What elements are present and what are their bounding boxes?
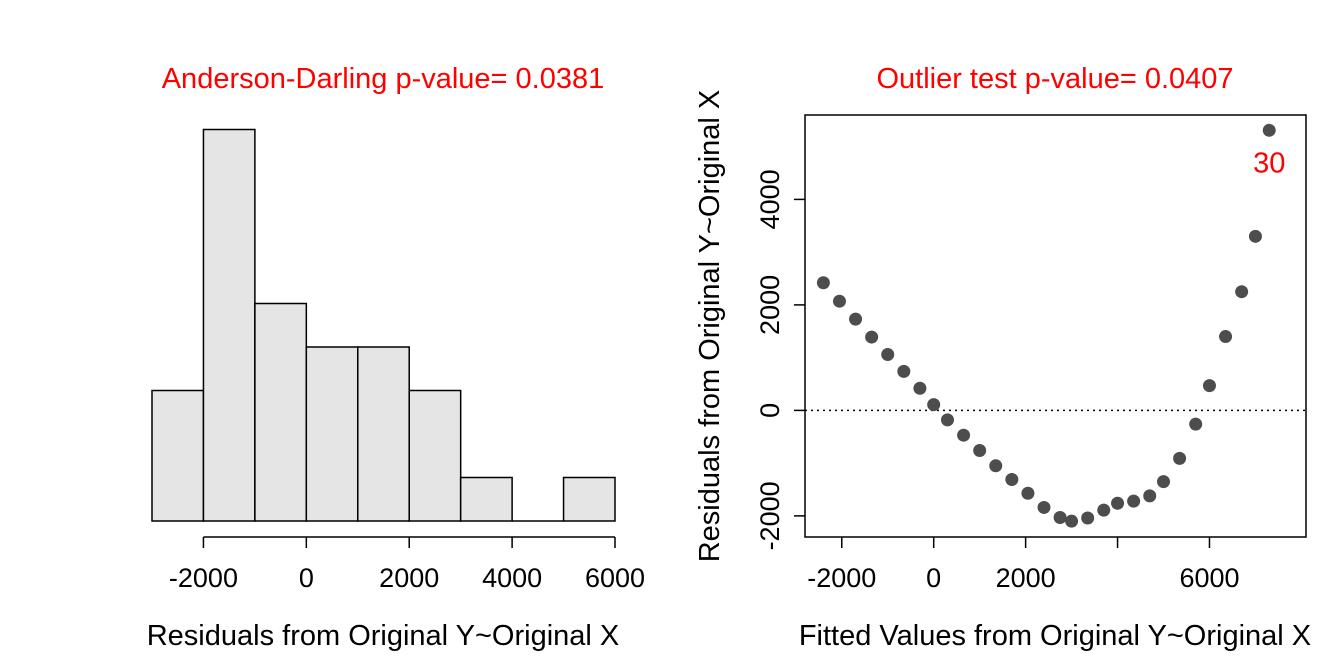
scatter-points: 30 <box>816 123 1285 528</box>
histogram-bar <box>357 346 410 522</box>
scatter-y-tick-label: -2000 <box>755 481 785 550</box>
scatter-x-tick-label: 0 <box>926 563 941 593</box>
histogram-x-tick-label: 2000 <box>379 563 439 593</box>
scatter-point <box>816 276 830 290</box>
scatter-y-tick-label: 4000 <box>755 169 785 229</box>
scatter-point <box>1248 229 1262 243</box>
scatter-x-tick-label: -2000 <box>807 563 876 593</box>
scatter-point <box>957 428 971 442</box>
scatter-point <box>1202 379 1216 393</box>
scatter-y-tick-label: 2000 <box>755 275 785 335</box>
histogram-bar <box>202 128 256 522</box>
scatter-point <box>849 312 863 326</box>
scatter-point <box>1081 511 1095 525</box>
histogram-bar <box>408 389 462 522</box>
histogram-bar <box>459 476 513 522</box>
histogram-bar <box>254 302 308 522</box>
scatter-point <box>1021 486 1035 500</box>
histogram-x-axis: -2000 0 2000 4000 6000 <box>169 536 645 593</box>
histogram-x-axis-label: Residuals from Original Y~Original X <box>147 620 620 652</box>
scatter-point <box>1127 494 1141 508</box>
scatter-point <box>881 347 895 361</box>
scatter-point <box>1157 475 1171 489</box>
histogram-bar <box>305 346 359 522</box>
scatter-point <box>913 381 927 395</box>
scatter-point <box>865 330 879 344</box>
scatter-y-axis: -2000 0 2000 4000 <box>755 169 805 550</box>
histogram-x-tick-label: 4000 <box>482 563 542 593</box>
scatter-point <box>1065 514 1079 528</box>
histogram-bars <box>151 128 616 522</box>
scatter-y-axis-label: Residuals from Original Y~Original X <box>694 90 726 563</box>
outlier-point-label: 30 <box>1253 147 1285 179</box>
scatter-point <box>1143 489 1157 503</box>
scatter-point <box>1173 451 1187 465</box>
scatter-point <box>1189 417 1203 431</box>
histogram-x-tick-label: 6000 <box>585 563 645 593</box>
histogram-x-tick-label: -2000 <box>169 563 238 593</box>
scatter-x-axis-label: Fitted Values from Original Y~Original X <box>799 620 1311 652</box>
scatter-point <box>1037 500 1051 514</box>
histogram-title: Anderson-Darling p-value= 0.0381 <box>162 63 605 95</box>
scatter-panel: Outlier test p-value= 0.0407 30 -2000 0 20… <box>694 63 1311 652</box>
histogram-x-tick-label: 0 <box>299 563 314 593</box>
scatter-point <box>832 294 846 308</box>
scatter-point <box>1219 330 1233 344</box>
scatter-point <box>927 398 941 412</box>
scatter-title: Outlier test p-value= 0.0407 <box>876 63 1233 95</box>
scatter-x-axis: -2000 0 2000 6000 <box>807 537 1240 593</box>
scatter-point <box>1097 503 1111 517</box>
scatter-point <box>1235 285 1249 299</box>
scatter-point <box>1053 510 1067 524</box>
scatter-point <box>1262 123 1276 137</box>
scatter-point <box>989 459 1003 473</box>
scatter-y-tick-label: 0 <box>755 403 785 418</box>
scatter-point <box>897 364 911 378</box>
histogram-bar <box>151 389 205 522</box>
scatter-plot-frame <box>804 114 1307 538</box>
scatter-point <box>973 443 987 457</box>
scatter-x-tick-label: 6000 <box>1179 563 1239 593</box>
scatter-point <box>1111 496 1125 510</box>
scatter-point <box>1005 473 1019 487</box>
scatter-x-tick-label: 2000 <box>996 563 1056 593</box>
histogram-bar <box>562 476 616 522</box>
histogram-panel: Anderson-Darling p-value= 0.0381 -2000 0 2… <box>147 63 645 652</box>
scatter-point <box>940 413 954 427</box>
